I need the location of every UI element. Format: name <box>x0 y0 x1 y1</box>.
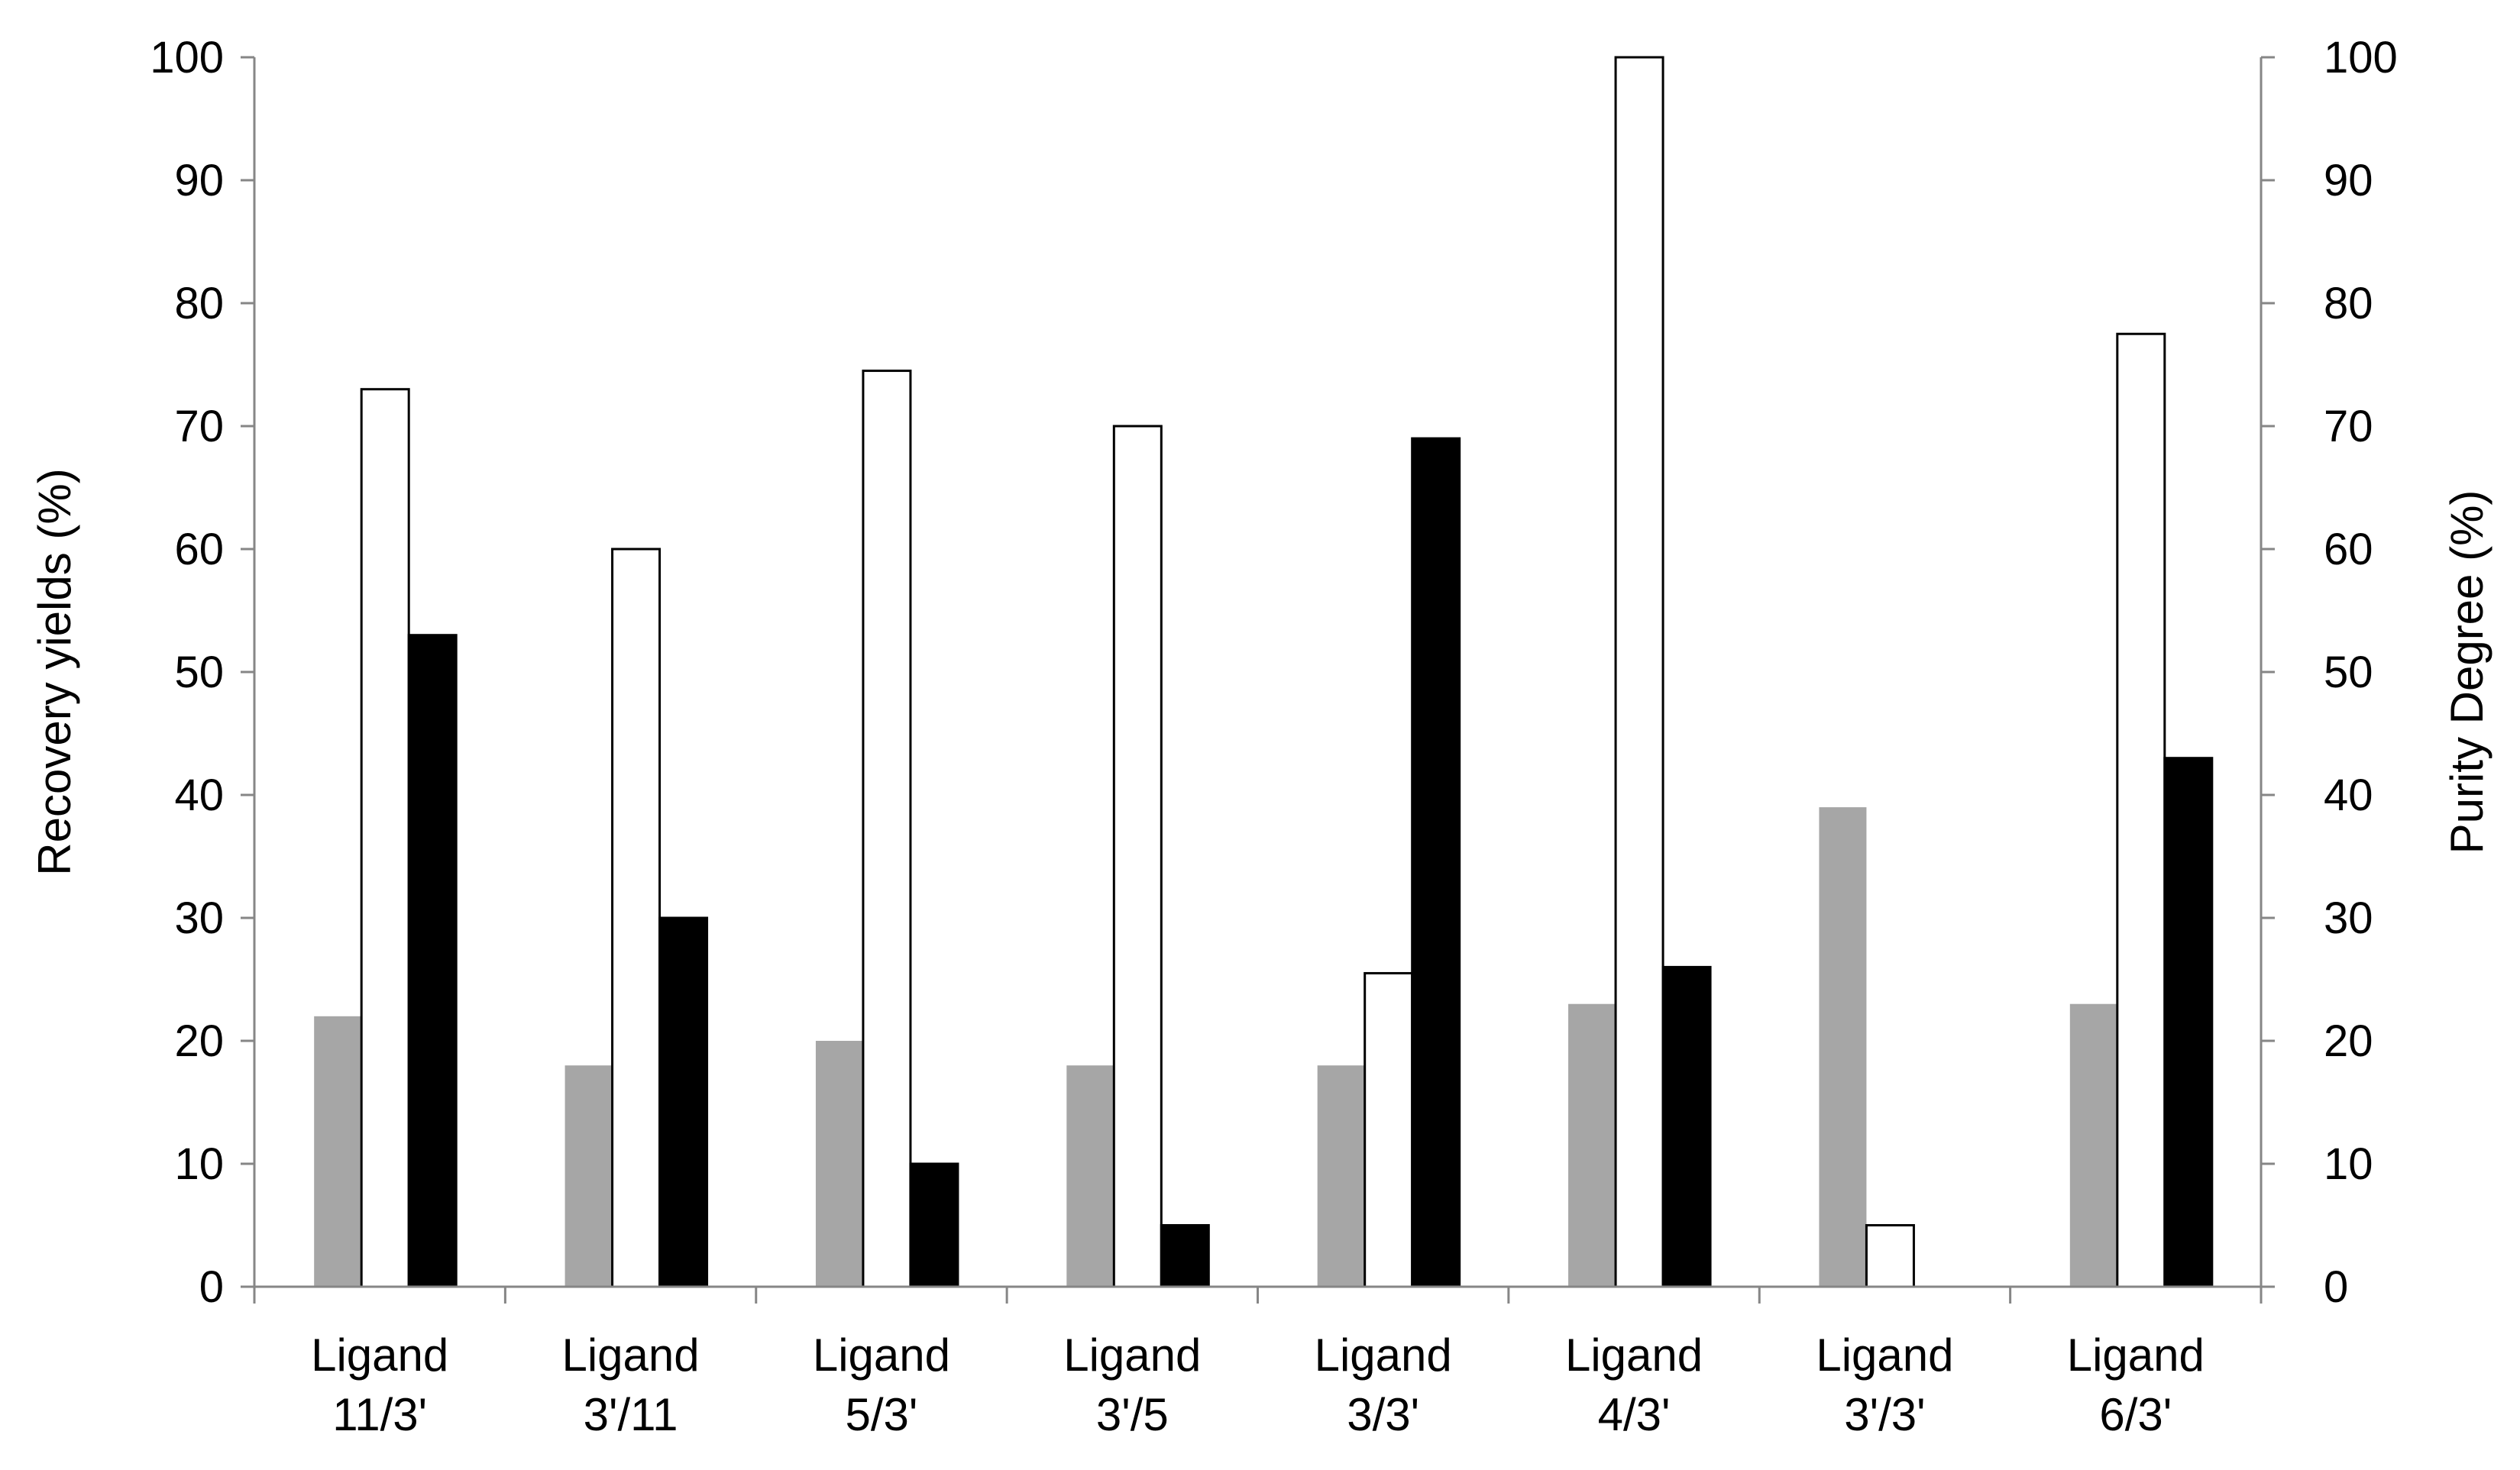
bar-s2-c6 <box>1614 56 1664 1288</box>
y-tick-label-right-40: 40 <box>2324 771 2373 820</box>
bar-s1-c1 <box>314 1016 362 1287</box>
x-category-label-2-line-1: Ligand <box>561 1329 699 1381</box>
x-category-label-4-line-1: Ligand <box>1063 1329 1201 1381</box>
x-category-label-4-line-2: 3'/5 <box>1096 1389 1169 1440</box>
bar-s1-c4 <box>1066 1065 1114 1287</box>
bar-s3-c5 <box>1411 437 1461 1288</box>
x-category-label-8-line-2: 6/3' <box>2099 1389 2172 1440</box>
y-tick-label-left-20: 20 <box>174 1016 224 1066</box>
y-tick-label-right-20: 20 <box>2324 1016 2373 1066</box>
x-category-label-7-line-2: 3'/3' <box>1844 1389 1925 1440</box>
x-category-label-4: Ligand 3'/5 <box>1063 1329 1201 1440</box>
bar-s1-c2 <box>564 1065 613 1287</box>
x-category-label-5-line-1: Ligand <box>1315 1329 1452 1381</box>
x-category-label-3: Ligand 5/3' <box>813 1329 950 1440</box>
bar-s1-c7 <box>1819 807 1867 1287</box>
bar-s1-c3 <box>815 1041 863 1287</box>
x-category-label-6-line-1: Ligand <box>1565 1329 1703 1381</box>
bar-s3-c4 <box>1160 1224 1210 1288</box>
x-category-label-8: Ligand 6/3' <box>2067 1329 2205 1440</box>
bar-s3-c6 <box>1661 965 1712 1288</box>
y-tick-label-right-50: 50 <box>2324 648 2373 697</box>
bar-s2-c8 <box>2116 332 2166 1288</box>
labels-layer: 0 10 20 30 40 50 60 70 80 90 100 0 10 20 30 40 50 60 70 80 9… <box>29 33 2493 1440</box>
y-tick-label-left-10: 10 <box>174 1139 224 1189</box>
x-category-label-1-line-2: 11/3' <box>332 1389 427 1440</box>
x-category-label-2: Ligand 3'/11 <box>561 1329 699 1440</box>
bar-s3-c2 <box>658 916 709 1288</box>
y-tick-label-right-30: 30 <box>2324 893 2373 943</box>
y-axis-title-left: Recovery yields (%) <box>29 468 80 875</box>
y-tick-label-left-80: 80 <box>174 279 224 328</box>
bars-layer <box>314 56 2214 1288</box>
x-category-label-5-line-2: 3/3' <box>1347 1389 1419 1440</box>
x-category-label-2-line-2: 3'/11 <box>584 1389 678 1440</box>
y-tick-label-left-90: 90 <box>174 156 224 205</box>
y-tick-label-left-40: 40 <box>174 771 224 820</box>
bar-s1-c8 <box>2069 1003 2117 1287</box>
y-tick-label-right-60: 60 <box>2324 525 2373 574</box>
bar-s3-c1 <box>407 634 458 1288</box>
y-tick-label-right-0: 0 <box>2324 1262 2348 1312</box>
bar-s1-c5 <box>1317 1065 1365 1287</box>
y-tick-label-right-70: 70 <box>2324 402 2373 451</box>
bar-s1-c6 <box>1568 1003 1616 1287</box>
bar-s2-c4 <box>1112 425 1163 1288</box>
bar-s2-c1 <box>360 388 410 1288</box>
bar-s3-c8 <box>2163 757 2214 1288</box>
bar-s3-c3 <box>909 1162 959 1288</box>
y-axis-title-right: Purity Degree (%) <box>2441 490 2493 855</box>
bar-s2-c5 <box>1364 971 1414 1288</box>
y-tick-label-left-100: 100 <box>150 33 224 82</box>
x-category-label-1-line-1: Ligand <box>311 1329 448 1381</box>
y-tick-label-left-50: 50 <box>174 648 224 697</box>
y-tick-label-left-0: 0 <box>199 1262 224 1312</box>
bar-s2-c2 <box>611 548 662 1288</box>
y-tick-label-right-10: 10 <box>2324 1139 2373 1189</box>
y-tick-label-left-60: 60 <box>174 525 224 574</box>
y-tick-label-right-100: 100 <box>2324 33 2398 82</box>
x-category-label-8-line-1: Ligand <box>2067 1329 2205 1381</box>
y-tick-label-left-70: 70 <box>174 402 224 451</box>
x-category-label-6-line-2: 4/3' <box>1598 1389 1671 1440</box>
bar-s2-c3 <box>862 370 912 1288</box>
x-category-label-5: Ligand 3/3' <box>1315 1329 1452 1440</box>
x-category-label-1: Ligand 11/3' <box>311 1329 448 1440</box>
bar-s2-c7 <box>1865 1224 1915 1288</box>
x-category-label-3-line-2: 5/3' <box>846 1389 918 1440</box>
y-tick-label-right-90: 90 <box>2324 156 2373 205</box>
y-tick-label-right-80: 80 <box>2324 279 2373 328</box>
x-category-label-6: Ligand 4/3' <box>1565 1329 1703 1440</box>
x-category-label-3-line-1: Ligand <box>813 1329 950 1381</box>
axes-layer <box>241 56 2275 1304</box>
y-tick-label-left-30: 30 <box>174 893 224 943</box>
x-category-label-7-line-1: Ligand <box>1816 1329 1953 1381</box>
x-category-label-7: Ligand 3'/3' <box>1816 1329 1953 1440</box>
